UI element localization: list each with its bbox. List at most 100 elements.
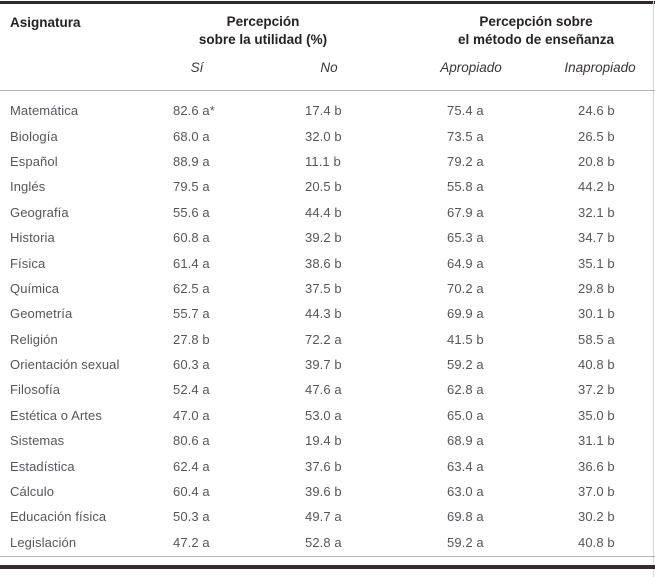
table-body: Matemática 82.6 a* 17.4 b 75.4 a 24.6 b … xyxy=(0,98,655,555)
inapropiado-value-cell: 37.0 b xyxy=(578,484,615,500)
utility-group-header-line2: sobre la utilidad (%) xyxy=(198,32,328,47)
subject-cell: Geometría xyxy=(10,306,73,322)
apropiado-value-cell: 64.9 a xyxy=(447,255,484,271)
apropiado-value-cell: 65.0 a xyxy=(447,407,484,423)
inapropiado-value-cell: 44.2 b xyxy=(578,179,615,195)
inapropiado-value-cell: 20.8 b xyxy=(578,153,615,169)
no-value-cell: 17.4 b xyxy=(305,103,342,119)
si-value-cell: 68.0 a xyxy=(173,128,210,144)
inapropiado-value-cell: 32.1 b xyxy=(578,204,615,220)
table-row: Español 88.9 a 11.1 b 79.2 a 20.8 b xyxy=(0,149,655,174)
table-row: Historia 60.8 a 39.2 b 65.3 a 34.7 b xyxy=(0,225,655,250)
table-row: Sistemas 80.6 a 19.4 b 68.9 a 31.1 b xyxy=(0,428,655,453)
inapropiado-value-cell: 26.5 b xyxy=(578,128,615,144)
apropiado-value-cell: 69.8 a xyxy=(447,509,484,525)
si-value-cell: 60.8 a xyxy=(173,230,210,246)
si-value-cell: 62.4 a xyxy=(173,458,210,474)
subject-cell: Legislación xyxy=(10,534,77,550)
si-value-cell: 80.6 a xyxy=(173,433,210,449)
table-row: Estadística 62.4 a 37.6 b 63.4 a 36.6 b xyxy=(0,453,655,478)
method-group-header: Percepción sobre el método de enseñanza xyxy=(458,13,614,49)
apropiado-value-cell: 70.2 a xyxy=(447,280,484,296)
no-value-cell: 37.6 b xyxy=(305,458,342,474)
no-value-cell: 44.3 b xyxy=(305,306,342,322)
no-value-cell: 39.2 b xyxy=(305,230,342,246)
si-value-cell: 60.3 a xyxy=(173,357,210,373)
table-row: Matemática 82.6 a* 17.4 b 75.4 a 24.6 b xyxy=(0,98,655,123)
table-row: Estética o Artes 47.0 a 53.0 a 65.0 a 35… xyxy=(0,403,655,428)
no-value-cell: 32.0 b xyxy=(305,128,342,144)
subject-cell: Español xyxy=(10,153,58,169)
si-column-header: Sí xyxy=(190,60,204,75)
apropiado-value-cell: 41.5 b xyxy=(447,331,484,347)
subject-cell: Estadística xyxy=(10,458,75,474)
subject-cell: Estética o Artes xyxy=(10,407,102,423)
table-row: Cálculo 60.4 a 39.6 b 63.0 a 37.0 b xyxy=(0,479,655,504)
inapropiado-value-cell: 24.6 b xyxy=(578,103,615,119)
no-value-cell: 72.2 a xyxy=(305,331,342,347)
table-row: Inglés 79.5 a 20.5 b 55.8 a 44.2 b xyxy=(0,174,655,199)
page-right-edge xyxy=(653,0,654,577)
subject-cell: Geografía xyxy=(10,204,69,220)
table-row: Educación física 50.3 a 49.7 a 69.8 a 30… xyxy=(0,504,655,529)
apropiado-value-cell: 63.4 a xyxy=(447,458,484,474)
inapropiado-value-cell: 30.2 b xyxy=(578,509,615,525)
si-value-cell: 55.7 a xyxy=(173,306,210,322)
no-value-cell: 20.5 b xyxy=(305,179,342,195)
si-value-cell: 88.9 a xyxy=(173,153,210,169)
inapropiado-value-cell: 34.7 b xyxy=(578,230,615,246)
apropiado-value-cell: 59.2 a xyxy=(447,357,484,373)
apropiado-value-cell: 73.5 a xyxy=(447,128,484,144)
bottom-thin-rule xyxy=(0,556,655,557)
subject-cell: Biología xyxy=(10,128,58,144)
si-value-cell: 47.2 a xyxy=(173,534,210,550)
inapropiado-value-cell: 35.1 b xyxy=(578,255,615,271)
si-value-cell: 61.4 a xyxy=(173,255,210,271)
subject-cell: Filosofía xyxy=(10,382,61,398)
inapropiado-column-header: Inapropiado xyxy=(564,60,636,75)
no-value-cell: 37.5 b xyxy=(305,280,342,296)
inapropiado-value-cell: 35.0 b xyxy=(578,407,615,423)
subject-cell: Educación física xyxy=(10,509,107,525)
apropiado-value-cell: 65.3 a xyxy=(447,230,484,246)
table-row: Física 61.4 a 38.6 b 64.9 a 35.1 b xyxy=(0,250,655,275)
no-column-header: No xyxy=(320,60,338,75)
no-value-cell: 47.6 a xyxy=(305,382,342,398)
si-value-cell: 47.0 a xyxy=(173,407,210,423)
method-group-header-line2: el método de enseñanza xyxy=(457,32,615,47)
inapropiado-value-cell: 58.5 a xyxy=(578,331,615,347)
subject-cell: Sistemas xyxy=(10,433,65,449)
header-rule xyxy=(0,90,655,91)
table-row: Geometría 55.7 a 44.3 b 69.9 a 30.1 b xyxy=(0,301,655,326)
utility-group-header-line1: Percepción xyxy=(226,14,300,29)
apropiado-value-cell: 55.8 a xyxy=(447,179,484,195)
subject-cell: Historia xyxy=(10,230,55,246)
table-row: Orientación sexual 60.3 a 39.7 b 59.2 a … xyxy=(0,352,655,377)
apropiado-value-cell: 62.8 a xyxy=(447,382,484,398)
subject-column-header: Asignatura xyxy=(10,15,81,30)
table-row: Biología 68.0 a 32.0 b 73.5 a 26.5 b xyxy=(0,123,655,148)
apropiado-value-cell: 69.9 a xyxy=(447,306,484,322)
apropiado-value-cell: 75.4 a xyxy=(447,103,484,119)
inapropiado-value-cell: 30.1 b xyxy=(578,306,615,322)
table-row: Religión 27.8 b 72.2 a 41.5 b 58.5 a xyxy=(0,327,655,352)
inapropiado-value-cell: 37.2 b xyxy=(578,382,615,398)
si-value-cell: 50.3 a xyxy=(173,509,210,525)
no-value-cell: 39.7 b xyxy=(305,357,342,373)
top-rule xyxy=(0,1,655,4)
apropiado-value-cell: 68.9 a xyxy=(447,433,484,449)
si-value-cell: 60.4 a xyxy=(173,484,210,500)
bottom-thick-rule xyxy=(0,565,655,569)
si-value-cell: 82.6 a* xyxy=(173,103,215,119)
si-value-cell: 52.4 a xyxy=(173,382,210,398)
no-value-cell: 44.4 b xyxy=(305,204,342,220)
apropiado-column-header: Apropiado xyxy=(440,60,502,75)
si-value-cell: 62.5 a xyxy=(173,280,210,296)
no-value-cell: 38.6 b xyxy=(305,255,342,271)
table-row: Química 62.5 a 37.5 b 70.2 a 29.8 b xyxy=(0,276,655,301)
apropiado-value-cell: 63.0 a xyxy=(447,484,484,500)
subject-cell: Cálculo xyxy=(10,484,55,500)
si-value-cell: 27.8 b xyxy=(173,331,210,347)
inapropiado-value-cell: 40.8 b xyxy=(578,534,615,550)
